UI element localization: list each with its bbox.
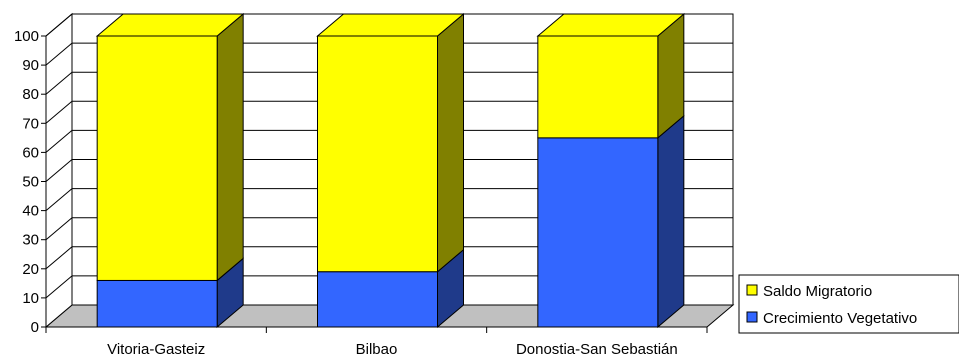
bar-segment-vegetativo (96, 279, 218, 328)
legend-label: Saldo Migratorio (763, 283, 872, 300)
gridline-side (45, 130, 73, 153)
bar-segment-vegetativo (317, 271, 438, 328)
y-tick-label: 40 (22, 203, 39, 220)
y-tick-label: 100 (14, 28, 39, 45)
bar-top (95, 13, 245, 37)
gridline-side (45, 100, 73, 124)
gridline-side (45, 217, 73, 241)
legend-swatch (746, 311, 758, 323)
y-tick-label: 50 (22, 174, 39, 191)
gridline-side (45, 275, 73, 299)
bar-segment-vegetativo (537, 137, 659, 328)
y-tick-label: 30 (22, 232, 39, 249)
y-tick-label: 90 (22, 57, 39, 74)
legend-label: Crecimiento Vegetativo (763, 310, 917, 327)
legend-swatch (746, 284, 758, 296)
legend-box (738, 274, 959, 334)
gridline-side (45, 159, 73, 182)
x-category-label: Bilbao (356, 341, 398, 358)
bar-segment-migratorio (537, 35, 659, 139)
bar-side-vegetativo (657, 114, 685, 329)
gridline-side (45, 13, 73, 37)
bar-side-migratorio (437, 12, 464, 273)
bar-top (536, 13, 686, 37)
y-tick-label: 10 (22, 290, 39, 307)
y-tick-label: 80 (22, 86, 39, 103)
bar-segment-migratorio (317, 35, 438, 273)
gridline-side (45, 188, 73, 211)
x-category-label: Vitoria-Gasteiz (107, 341, 205, 358)
gridline-side (45, 246, 73, 270)
x-category-label: Donostia-San Sebastián (516, 341, 678, 358)
bar-side-migratorio (216, 12, 244, 282)
y-tick-label: 0 (31, 319, 39, 336)
bar-segment-migratorio (96, 35, 218, 281)
y-tick-label: 60 (22, 144, 39, 161)
y-tick-label: 70 (22, 115, 39, 132)
gridline-side (45, 71, 73, 95)
y-tick-label: 20 (22, 261, 39, 278)
gridline-side (45, 42, 73, 66)
bar-top (316, 13, 465, 37)
